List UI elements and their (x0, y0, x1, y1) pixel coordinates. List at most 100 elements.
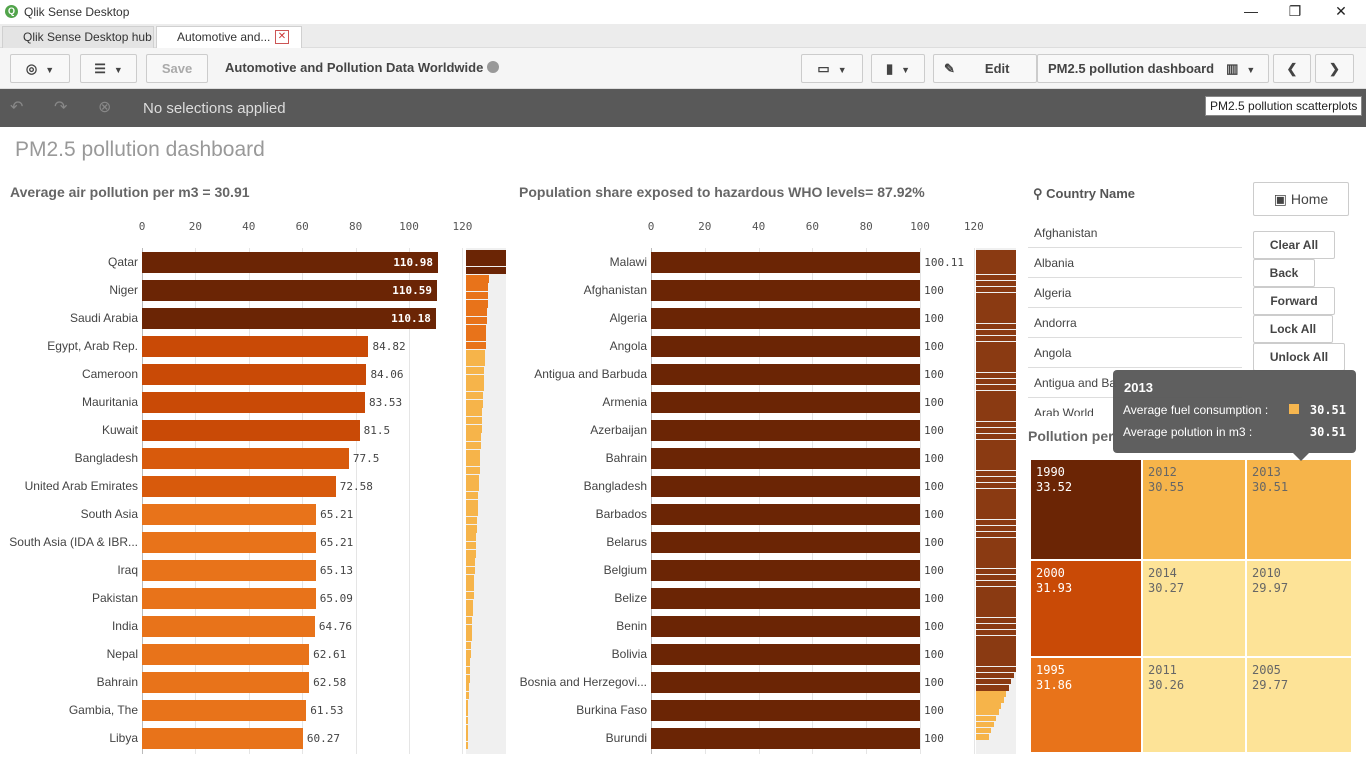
chart2-minimap-stripe (976, 642, 1016, 648)
minimize-button[interactable]: — (1244, 3, 1258, 19)
chart1-bar[interactable] (142, 728, 303, 749)
next-sheet-button[interactable]: ❯ (1315, 54, 1354, 83)
chart1-bar[interactable] (142, 644, 310, 665)
listbox-header[interactable]: ⚲ Country Name (1033, 186, 1135, 202)
list-item[interactable]: Albania (1028, 248, 1242, 278)
chart2-minimap-stripe (976, 341, 1016, 348)
chart2-bar[interactable] (651, 728, 920, 749)
chart2-bar[interactable] (651, 308, 920, 329)
step-back-icon[interactable]: ↶ (10, 99, 24, 116)
chart2-bar[interactable] (651, 420, 920, 441)
chart2-bar[interactable] (651, 476, 920, 497)
story-button[interactable]: ▭ ▼ (801, 54, 863, 83)
chart2-bar[interactable] (651, 588, 920, 609)
lock-all-button[interactable]: Lock All (1253, 315, 1333, 343)
chart1-bar[interactable] (142, 280, 438, 301)
chart1-bar[interactable] (142, 336, 369, 357)
list-item[interactable]: Andorra (1028, 308, 1242, 338)
chart2-minimap-stripe (976, 482, 1016, 489)
pollution-treemap[interactable]: 1990 33.52 2012 30.55 2013 30.51 2000 31.93 2014… (1030, 459, 1352, 753)
chart1-bar[interactable] (142, 672, 310, 693)
chart2-value-label: 100 (924, 452, 944, 465)
clear-all-button[interactable]: Clear All (1253, 231, 1335, 259)
treemap-cell[interactable]: 2013 30.51 (1246, 459, 1352, 560)
chart1-bar[interactable] (142, 252, 439, 273)
chart2-bar[interactable] (651, 504, 920, 525)
close-button[interactable]: ✕ (1335, 3, 1347, 19)
treemap-cell[interactable]: 1990 33.52 (1030, 459, 1142, 560)
tab-app[interactable]: Automotive and... ✕ (156, 26, 302, 48)
chart1-category-label: Cameroon (81, 367, 138, 381)
chart2-bar[interactable] (651, 672, 920, 693)
chart2-minimap-stripe (976, 299, 1016, 305)
edit-button[interactable]: ✎ Edit (933, 54, 1037, 83)
chart2-bar[interactable] (651, 364, 920, 385)
chart1-bar[interactable] (142, 392, 366, 413)
chart2-minimap-stripe (976, 666, 1016, 673)
chart2-minimap-stripe (976, 672, 1014, 679)
unlock-all-button[interactable]: Unlock All (1253, 343, 1345, 371)
forward-button[interactable]: Forward (1253, 287, 1335, 315)
back-button[interactable]: Back (1253, 259, 1315, 287)
global-menu-button[interactable]: ☰ ▼ (80, 54, 137, 83)
chart1-bar[interactable] (142, 616, 315, 637)
previous-sheet-button[interactable]: ❮ (1273, 54, 1311, 83)
step-forward-icon[interactable]: ↷ (54, 99, 68, 116)
chart2-bar[interactable] (651, 532, 920, 553)
chart1-minimap-stripe (466, 666, 470, 675)
chart2-minimap-stripe (976, 323, 1016, 330)
list-item[interactable]: Angola (1028, 338, 1242, 368)
window-titlebar: Q Qlik Sense Desktop — ❐ ✕ (0, 0, 1366, 24)
home-button[interactable]: ▣ Home (1253, 182, 1349, 216)
tab-hub[interactable]: Qlik Sense Desktop hub (2, 26, 154, 48)
clear-selections-icon[interactable]: ⊗ (98, 99, 112, 116)
chart1-bar[interactable] (142, 448, 349, 469)
list-item[interactable]: Algeria (1028, 278, 1242, 308)
chart1-minimap-stripe (466, 508, 478, 517)
tab-close-icon[interactable]: ✕ (275, 30, 289, 44)
treemap-cell[interactable]: 1995 31.86 (1030, 657, 1142, 753)
chart2-bar[interactable] (651, 644, 920, 665)
chart2-bar[interactable] (651, 616, 920, 637)
chart1-bar[interactable] (142, 588, 316, 609)
app-info-icon[interactable] (486, 61, 499, 73)
chart1-bar[interactable] (142, 504, 317, 525)
restore-button[interactable]: ❐ (1288, 3, 1302, 19)
chart1-value-label: 83.53 (369, 396, 403, 409)
chart2-minimap-stripe (976, 470, 1016, 477)
chart1-bar[interactable] (142, 364, 367, 385)
chart2-value-label: 100 (924, 368, 944, 381)
chart2-minimap-stripe (976, 660, 1016, 666)
chart1-bar[interactable] (142, 420, 360, 441)
chart2-bar[interactable] (651, 560, 920, 581)
chart1-bar[interactable] (142, 532, 317, 553)
treemap-cell[interactable]: 2011 30.26 (1142, 657, 1246, 753)
chart2-bar[interactable] (651, 448, 920, 469)
treemap-title: Pollution per (1028, 428, 1114, 444)
navigation-menu-button[interactable]: ◎ ▼ (10, 54, 70, 83)
chart1-bar[interactable] (142, 476, 336, 497)
chart2-minimap-stripe (976, 586, 1016, 593)
chart1-value-label: 81.5 (363, 424, 391, 437)
list-item[interactable]: Arab World (1028, 398, 1242, 416)
chart2-gridline (758, 248, 760, 754)
chart1-bar[interactable] (142, 308, 437, 329)
sheet-selector[interactable]: PM2.5 pollution dashboard ▥ ▼ (1037, 54, 1269, 83)
treemap-cell[interactable]: 2005 29.77 (1246, 657, 1352, 753)
treemap-cell[interactable]: 2014 30.27 (1142, 560, 1246, 657)
chart2-value-label: 100 (924, 592, 944, 605)
chart1-minimap-stripe (466, 516, 478, 525)
chart1-bar[interactable] (142, 700, 307, 721)
chart2-bar[interactable] (651, 252, 921, 273)
bookmark-button[interactable]: ▮ ▼ (871, 54, 925, 83)
chart2-bar[interactable] (651, 700, 920, 721)
chart2-bar[interactable] (651, 280, 920, 301)
chart1-bar[interactable] (142, 560, 316, 581)
treemap-cell[interactable]: 2010 29.97 (1246, 560, 1352, 657)
treemap-cell[interactable]: 2000 31.93 (1030, 560, 1142, 657)
list-item[interactable]: Afghanistan (1028, 218, 1242, 248)
chart2-bar[interactable] (651, 392, 920, 413)
chart2-bar[interactable] (651, 336, 920, 357)
save-button[interactable]: Save (146, 54, 208, 83)
treemap-cell[interactable]: 2012 30.55 (1142, 459, 1246, 560)
